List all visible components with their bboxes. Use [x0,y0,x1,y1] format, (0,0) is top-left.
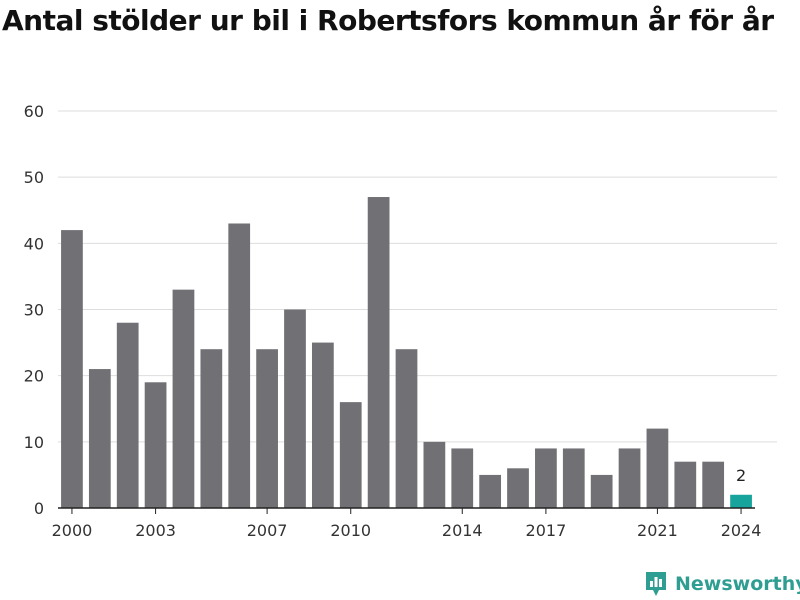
y-tick-label: 0 [34,499,44,518]
y-axis-ticks: 0 10 20 30 40 50 60 [24,102,44,518]
x-tick-label: 2021 [637,521,678,540]
x-tick-label: 2017 [526,521,567,540]
x-tick-label: 2024 [721,521,762,540]
bar [590,474,613,508]
x-axis-ticks: 2000 2003 2007 2010 2014 2017 2021 2024 [52,508,762,540]
bar [228,223,251,508]
bar [367,197,390,508]
bar [88,369,111,508]
bar [451,448,474,508]
bar [200,349,223,508]
bar [702,461,725,508]
bar [311,342,334,508]
newsworthy-logo[interactable]: Newsworthy [644,569,800,599]
y-tick-label: 50 [24,168,44,187]
bar [507,468,529,508]
bar [395,349,418,508]
newsworthy-icon [646,572,666,596]
bar [730,494,752,508]
y-tick-label: 30 [24,301,44,320]
bar [535,448,557,508]
y-tick-label: 20 [24,367,44,386]
x-tick-label: 2000 [52,521,93,540]
bar [339,402,362,508]
y-tick-label: 10 [24,433,44,452]
y-tick-label: 60 [24,102,44,121]
bar [256,349,278,508]
y-tick-label: 40 [24,234,44,253]
x-tick-label: 2010 [330,521,371,540]
bar [284,309,306,508]
bar [618,448,641,508]
bar [144,382,167,508]
bar [562,448,585,508]
x-tick-label: 2007 [247,521,288,540]
bar [479,474,502,508]
x-tick-label: 2014 [442,521,483,540]
x-tick-label: 2003 [135,521,176,540]
data-label: 2 [736,466,746,485]
data-labels: 2 [736,466,746,485]
bar [116,322,139,508]
bar [172,289,195,508]
bar [423,441,446,508]
bar [674,461,697,508]
bar [61,230,83,508]
bars [61,197,752,508]
chart-title: Antal stölder ur bil i Robertsfors kommu… [2,4,774,37]
bar [646,428,669,508]
brand-name: Newsworthy [675,573,800,595]
